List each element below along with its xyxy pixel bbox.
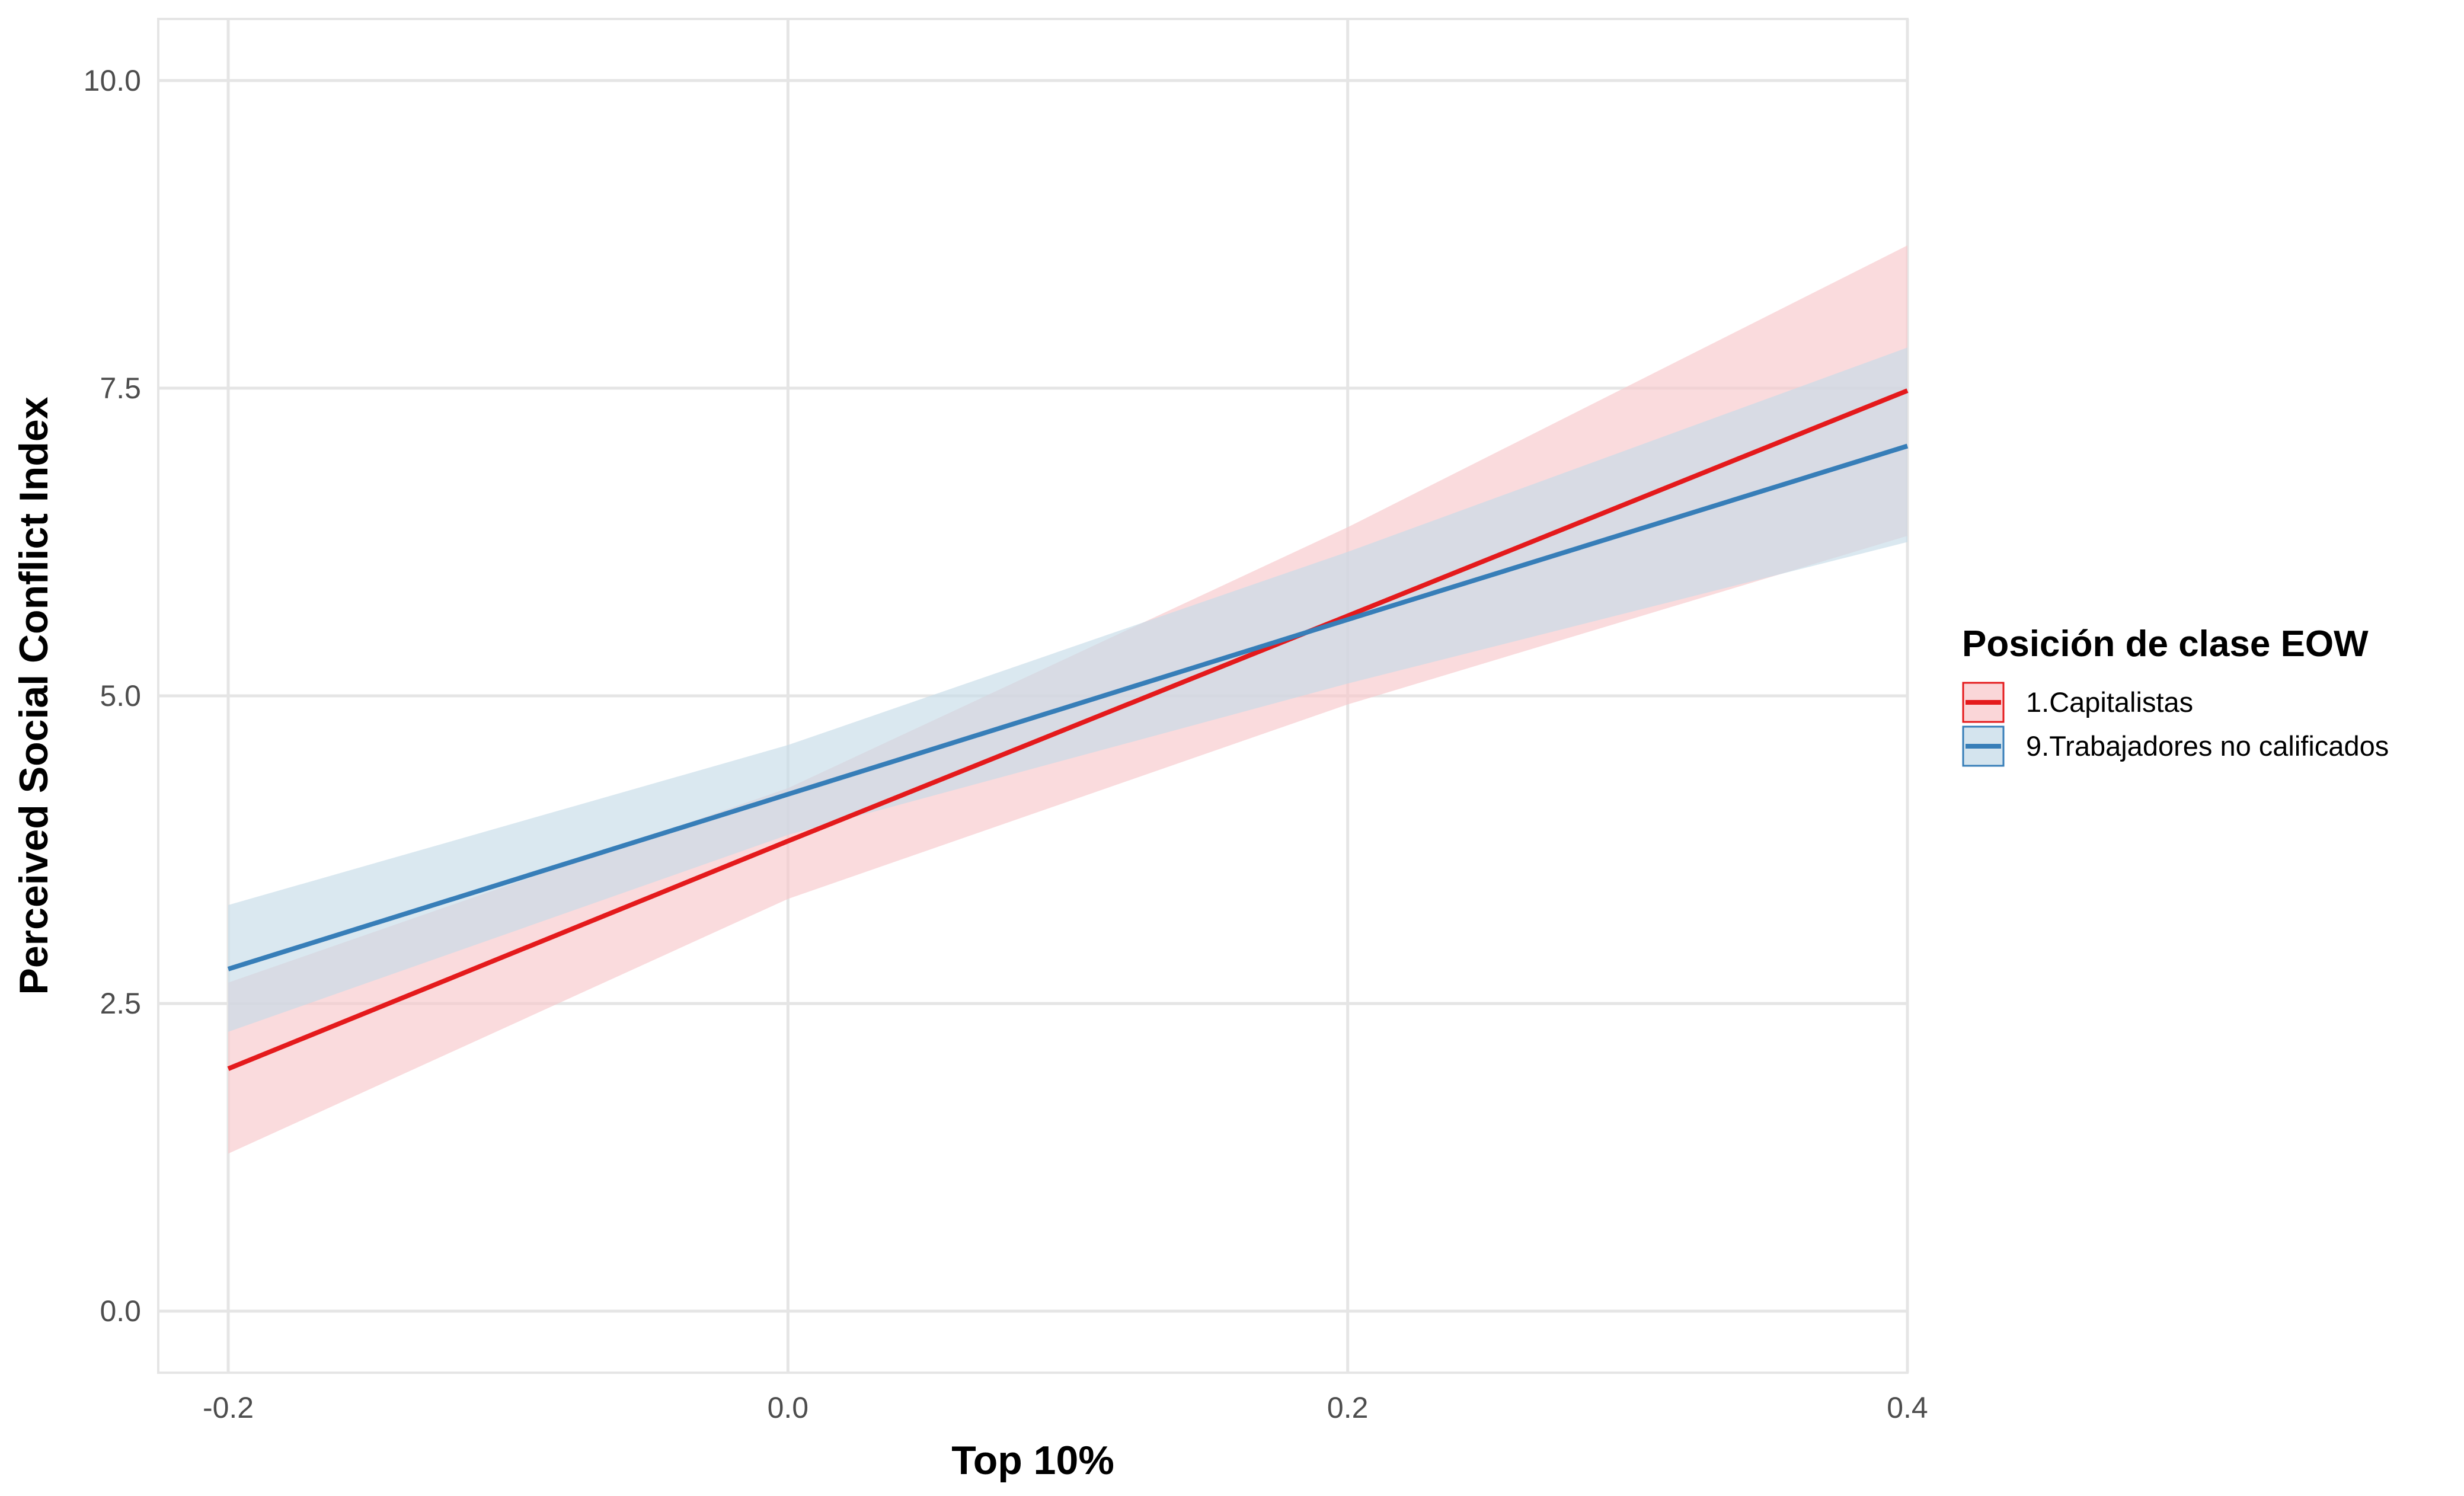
x-tick-label: -0.2: [203, 1391, 254, 1424]
y-tick-label: 5.0: [100, 679, 141, 712]
y-tick-label: 10.0: [84, 64, 141, 97]
series-line: [227, 443, 1909, 971]
legend-label: 1.Capitalistas: [2026, 686, 2193, 718]
series-lines: [227, 388, 1909, 1071]
x-axis-ticks: -0.2 0.0 0.2 0.4: [203, 1391, 1928, 1424]
legend-item: 1.Capitalistas: [1962, 682, 2193, 723]
legend: Posición de clase EOW 1.Capitalistas 9.Tr…: [1962, 624, 2389, 767]
y-axis-ticks: 0.0 2.5 5.0 7.5 10.0: [84, 64, 141, 1328]
y-tick-label: 7.5: [100, 372, 141, 405]
confidence-bands: [228, 245, 1907, 1154]
legend-title: Posición de clase EOW: [1962, 624, 2369, 664]
y-axis-title: Perceived Social Conflict Index: [11, 397, 56, 995]
series-line: [227, 388, 1909, 1071]
y-tick-label: 2.5: [100, 987, 141, 1020]
x-tick-label: 0.4: [1887, 1391, 1928, 1424]
y-tick-label: 0.0: [100, 1294, 141, 1328]
legend-items: 1.Capitalistas 9.Trabajadores no califica…: [1962, 682, 2389, 767]
confidence-band: [228, 347, 1907, 1032]
x-tick-label: 0.2: [1327, 1391, 1369, 1424]
legend-label: 9.Trabajadores no calificados: [2026, 730, 2389, 762]
x-tick-label: 0.0: [768, 1391, 809, 1424]
x-axis-title: Top 10%: [951, 1438, 1114, 1483]
legend-item: 9.Trabajadores no calificados: [1962, 725, 2389, 767]
